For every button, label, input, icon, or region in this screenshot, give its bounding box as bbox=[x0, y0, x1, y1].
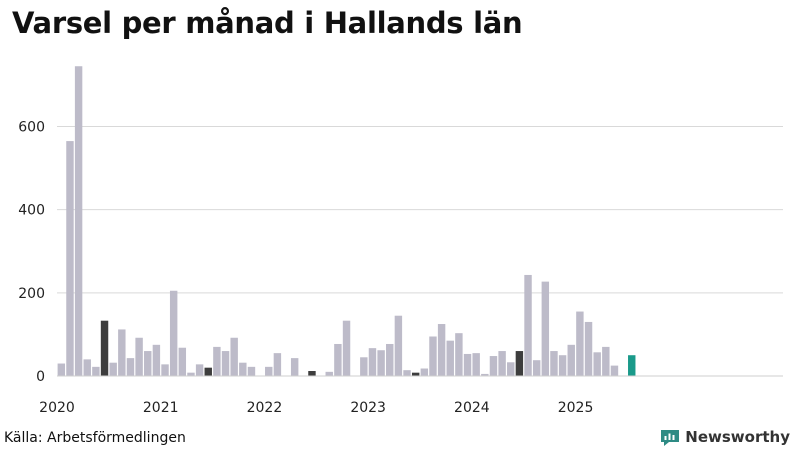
bar-2020-07 bbox=[109, 362, 117, 376]
bar-2022-01 bbox=[265, 366, 273, 376]
bar-2022-09 bbox=[334, 343, 342, 376]
y-tick-label: 600 bbox=[18, 120, 45, 136]
bar-2020-08 bbox=[118, 329, 126, 376]
bar-2020-12 bbox=[152, 344, 161, 376]
bar-2021-01 bbox=[161, 364, 169, 376]
bar-2021-09 bbox=[230, 337, 238, 376]
bar-2020-10 bbox=[135, 337, 143, 376]
x-tick-label-2020: 2020 bbox=[39, 400, 75, 416]
bar-2024-01 bbox=[472, 353, 480, 376]
bar-2024-04 bbox=[498, 351, 506, 376]
x-tick-label-2021: 2021 bbox=[143, 400, 179, 416]
bar-2020-09 bbox=[126, 358, 135, 376]
bar-2021-04 bbox=[187, 372, 195, 376]
bar-2024-12 bbox=[567, 344, 575, 376]
x-axis-labels: 2020 2021 2022 2023 2024 2025 bbox=[39, 400, 593, 416]
bar-2023-10 bbox=[446, 340, 454, 376]
bar-2022-10 bbox=[342, 320, 351, 376]
bar-2025-05 bbox=[610, 365, 619, 376]
bar-2025-01 bbox=[576, 311, 584, 376]
x-tick-label-2025: 2025 bbox=[558, 400, 594, 416]
source-note: Källa: Arbetsförmedlingen bbox=[4, 430, 186, 446]
y-tick-label: 200 bbox=[18, 286, 45, 302]
y-tick-label: 400 bbox=[18, 203, 45, 219]
gridlines bbox=[57, 126, 783, 294]
bar-2022-06 bbox=[308, 371, 316, 376]
bar-2024-02 bbox=[481, 373, 489, 376]
bar-2021-03 bbox=[178, 347, 187, 376]
bar-2023-02 bbox=[377, 350, 385, 376]
bar-2022-04 bbox=[290, 358, 299, 376]
chart-title: Varsel per månad i Hallands län bbox=[12, 6, 523, 40]
bar-2020-04 bbox=[83, 359, 91, 376]
bar-2024-10 bbox=[550, 351, 558, 376]
bar-2020-02 bbox=[66, 141, 74, 376]
bar-2024-06 bbox=[515, 351, 524, 376]
bar-2021-06 bbox=[204, 367, 212, 376]
bar-2021-08 bbox=[221, 351, 230, 376]
bar-2023-04 bbox=[394, 315, 403, 376]
bar-2021-05 bbox=[195, 364, 204, 376]
bar-2021-07 bbox=[213, 346, 221, 376]
bars bbox=[57, 66, 636, 377]
bar-2023-07 bbox=[420, 368, 429, 376]
bar-2024-05 bbox=[507, 362, 515, 376]
bar-2020-11 bbox=[144, 351, 152, 376]
brand-name: Newsworthy bbox=[685, 428, 790, 446]
bar-2023-09 bbox=[437, 324, 446, 376]
y-tick-label: 0 bbox=[36, 369, 45, 385]
bar-2023-01 bbox=[368, 348, 377, 376]
bar-2022-08 bbox=[325, 371, 333, 376]
bar-2022-12 bbox=[360, 357, 368, 376]
bar-2024-09 bbox=[541, 281, 550, 376]
bar-2020-06 bbox=[100, 320, 109, 376]
newsworthy-brand: Newsworthy bbox=[660, 427, 790, 447]
bar-2025-02 bbox=[584, 321, 593, 376]
bar-2020-05 bbox=[92, 366, 100, 376]
x-tick-label-2024: 2024 bbox=[454, 400, 490, 416]
bar-2021-11 bbox=[247, 366, 256, 376]
x-tick-label-2022: 2022 bbox=[247, 400, 283, 416]
bar-2023-05 bbox=[403, 370, 411, 376]
y-axis-labels: 0 200 400 600 bbox=[18, 120, 45, 385]
bar-2023-11 bbox=[455, 333, 463, 376]
bar-2023-06 bbox=[411, 372, 420, 376]
bar-2023-08 bbox=[429, 336, 437, 376]
bar-2025-07 bbox=[628, 355, 636, 376]
bar-2020-01 bbox=[57, 363, 66, 376]
x-tick-label-2023: 2023 bbox=[350, 400, 386, 416]
bar-2024-07 bbox=[524, 274, 532, 376]
bar-2023-12 bbox=[463, 353, 472, 376]
bar-2021-10 bbox=[239, 362, 247, 376]
bar-2022-02 bbox=[273, 353, 282, 376]
bar-2024-08 bbox=[532, 360, 541, 376]
bar-2025-03 bbox=[593, 352, 601, 376]
bar-2025-04 bbox=[602, 346, 610, 376]
newsworthy-logo-icon bbox=[661, 430, 680, 446]
bar-2024-11 bbox=[558, 355, 567, 376]
bar-2024-03 bbox=[489, 356, 498, 376]
bar-2023-03 bbox=[386, 343, 394, 376]
bar-2021-02 bbox=[169, 290, 178, 376]
bar-2020-03 bbox=[74, 66, 83, 377]
